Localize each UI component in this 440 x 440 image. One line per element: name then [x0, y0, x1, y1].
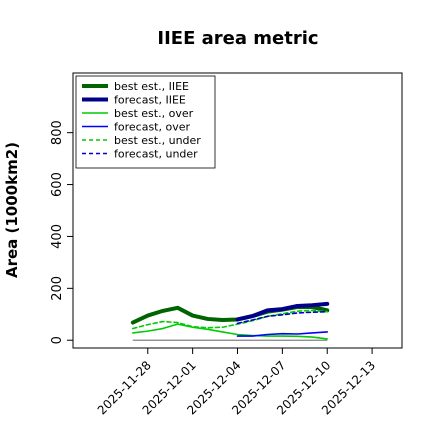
y-tick-label: 200 [50, 276, 65, 301]
legend-label-3: forecast, over [114, 121, 190, 134]
y-tick-label: 600 [50, 172, 65, 197]
legend-label-0: best est., IIEE [114, 80, 189, 93]
series-line-2 [132, 323, 329, 340]
series-line-0 [130, 305, 330, 325]
legend-label-1: forecast, IIEE [114, 94, 186, 107]
legend-label-5: forecast, under [114, 148, 198, 161]
legend-label-4: best est., under [114, 134, 201, 147]
series-line-3 [236, 331, 329, 337]
chart-title: IIEE area metric [157, 28, 318, 49]
y-tick-label: 800 [50, 120, 65, 145]
series-line-5 [236, 310, 329, 325]
y-tick-label: 0 [50, 336, 65, 344]
x-axis: 2025-11-282025-12-012025-12-042025-12-07… [95, 348, 378, 417]
legend-label-2: best est., over [114, 107, 194, 120]
y-axis-label: Area (1000km2) [3, 142, 21, 278]
y-tick-label: 400 [50, 224, 65, 249]
y-axis: 0 200 400 600 800 [50, 120, 73, 344]
legend-box [75, 75, 216, 169]
series-layer [130, 301, 330, 340]
series-line-4 [132, 309, 329, 330]
series-line-1 [235, 301, 330, 322]
